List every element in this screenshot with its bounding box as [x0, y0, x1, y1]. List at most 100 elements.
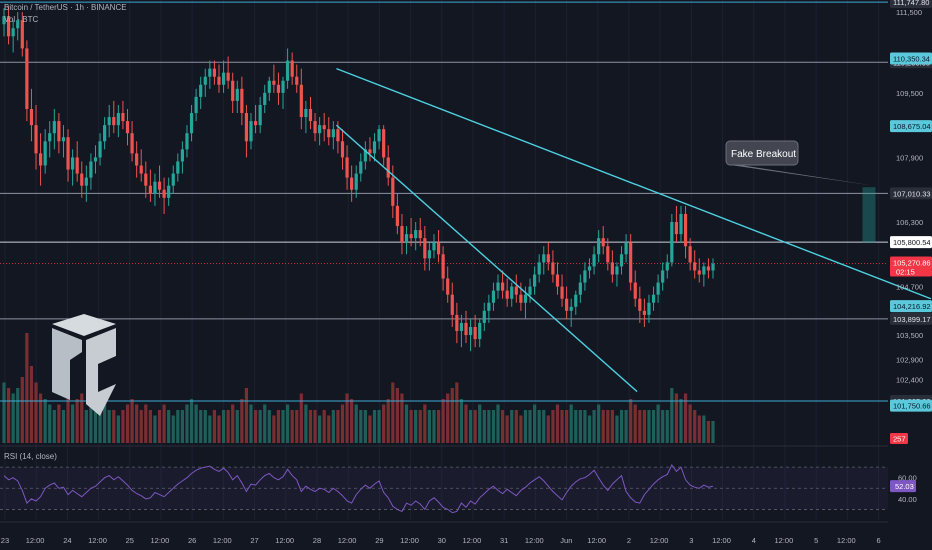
price-tick-label: 103,500: [896, 331, 923, 340]
volume-bar: [93, 410, 98, 443]
candle-body: [290, 60, 294, 77]
candle-body: [519, 294, 523, 303]
level-tag: 105,800.54: [893, 238, 931, 247]
volume-bar: [446, 393, 450, 443]
candle-body: [217, 76, 221, 85]
volume-bar: [148, 410, 152, 443]
time-tick-label: 25: [126, 536, 134, 545]
candle-body: [464, 322, 468, 336]
time-tick-label: 12:00: [587, 536, 606, 545]
volume-bar: [43, 399, 47, 443]
candle-body: [38, 153, 43, 166]
volume-bar: [578, 410, 582, 443]
candle-body: [299, 84, 303, 118]
volume-bar: [597, 404, 601, 443]
volume-bar: [464, 404, 468, 443]
candle-body: [93, 157, 98, 162]
time-tick-label: 30: [438, 536, 446, 545]
volume-bar: [473, 410, 477, 443]
symbol-title: Bitcoin / TetherUS · 1h · BINANCE: [4, 3, 127, 12]
candle-body: [231, 80, 235, 101]
candle-body: [176, 161, 180, 174]
candle-body: [130, 133, 134, 154]
logo-right-icon: [86, 328, 116, 416]
volume-bar: [116, 415, 120, 443]
candle-body: [368, 149, 372, 154]
candle-body: [84, 177, 88, 186]
candle-body: [48, 133, 52, 142]
candle-body: [308, 108, 313, 122]
candle-body: [455, 314, 459, 332]
candle-body: [249, 121, 253, 142]
level-tag: 103,899.17: [893, 315, 931, 324]
candle-body: [661, 270, 665, 283]
volume-bar: [350, 399, 354, 443]
volume-bar: [6, 388, 11, 443]
candle-body: [89, 161, 93, 178]
candle-body: [597, 238, 601, 255]
candle-body: [336, 129, 340, 142]
candle-body: [542, 254, 546, 263]
volume-bar: [400, 393, 404, 443]
volume-bar: [308, 410, 313, 443]
volume-bar: [112, 410, 116, 443]
lower-trendline[interactable]: [335, 124, 638, 393]
volume-bar: [258, 410, 262, 443]
volume-bar: [629, 399, 633, 443]
candle-body: [583, 270, 587, 283]
candle-body: [546, 254, 550, 263]
volume-bar: [318, 415, 322, 443]
candle-body: [272, 80, 276, 85]
candle-body: [409, 234, 413, 239]
volume-bar: [395, 388, 399, 443]
candle-body: [171, 173, 175, 186]
volume-tag: 257: [893, 435, 906, 444]
candle-body: [382, 129, 386, 158]
candle-body: [221, 72, 226, 85]
callout-text: Fake Breakout: [731, 149, 796, 160]
candle-body: [432, 242, 436, 251]
breakout-highlight: [862, 187, 876, 243]
volume-bar: [702, 415, 706, 443]
volume-bar: [235, 410, 239, 443]
callout-box[interactable]: [725, 140, 799, 166]
volume-bar: [185, 404, 189, 443]
volume-bar: [592, 410, 596, 443]
level-tag: 111,747.80: [893, 0, 929, 7]
candle-body: [619, 254, 624, 267]
candle-body: [98, 141, 102, 158]
volume-bar: [135, 404, 139, 443]
candle-body: [642, 310, 646, 315]
level-tag-bg: [890, 312, 932, 325]
candle-body: [633, 282, 637, 299]
level-price-tag: 101,750.66: [893, 402, 931, 411]
volume-bar: [382, 404, 386, 443]
candle-body: [446, 278, 450, 295]
candle-body: [363, 149, 367, 162]
candle-body: [135, 153, 139, 166]
volume-bar: [61, 410, 66, 443]
level-price-tag: 108,675.04: [893, 122, 931, 131]
volume-bar: [546, 415, 550, 443]
annotation[interactable]: Fake Breakout: [725, 140, 876, 243]
candle-body: [226, 72, 230, 81]
candle-body: [500, 282, 505, 291]
trendlines[interactable]: [335, 67, 932, 393]
candle-body: [459, 322, 464, 332]
volume-bar: [171, 415, 175, 443]
candle-body: [693, 262, 697, 271]
volume-bar: [523, 410, 528, 443]
volume-bar: [647, 410, 651, 443]
candle-body: [208, 68, 212, 77]
volume-bar: [670, 388, 674, 443]
level-price-tag-bg: [890, 52, 932, 65]
volume-bar: [656, 404, 660, 443]
volume-bar: [336, 410, 340, 443]
volume-bar: [203, 410, 207, 443]
candle-body: [510, 286, 514, 299]
volume-bar: [340, 404, 345, 443]
candle-body: [331, 129, 335, 138]
upper-trendline[interactable]: [336, 67, 932, 300]
candle-body: [386, 157, 390, 178]
